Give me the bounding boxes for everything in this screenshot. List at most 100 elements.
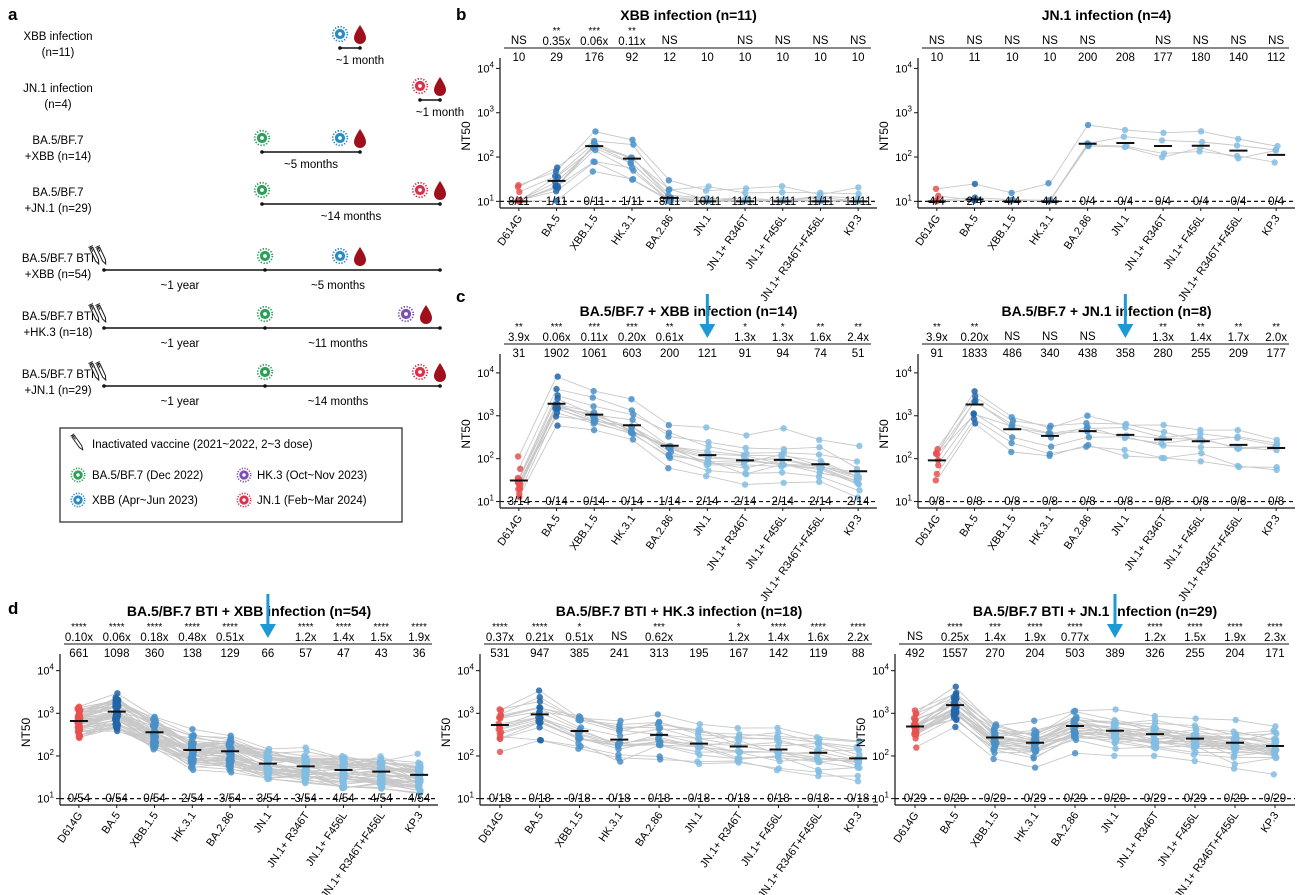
data-point xyxy=(1231,760,1239,768)
fold-change-label: 1.6x xyxy=(807,632,829,644)
data-point xyxy=(741,481,749,488)
interval-label: ~5 months xyxy=(284,159,338,171)
data-point xyxy=(816,436,823,444)
below-lod-label: 11/11 xyxy=(807,196,834,208)
below-lod-label: 3/54 xyxy=(257,793,280,805)
data-point xyxy=(1151,717,1159,724)
fold-change-label: 0.11x xyxy=(581,332,609,344)
fold-change-label: 0.51x xyxy=(565,632,593,644)
data-point xyxy=(590,158,597,165)
chart-title: JN.1 infection (n=4) xyxy=(1042,7,1172,23)
data-point xyxy=(536,693,543,701)
data-point xyxy=(590,387,597,395)
significance-label: **** xyxy=(222,622,238,633)
below-lod-label: 0/4 xyxy=(1117,196,1134,208)
geomean-label: 94 xyxy=(776,348,789,360)
data-point xyxy=(379,779,386,786)
y-tick-base: 10 xyxy=(457,794,469,806)
data-point xyxy=(227,765,234,772)
below-lod-label: 0/4 xyxy=(1230,196,1247,208)
cohort-row: BA.5/BF.7 +JN.1 (n=29) ~14 months xyxy=(24,181,446,223)
significance-label: NS xyxy=(850,35,866,47)
data-point xyxy=(1235,135,1242,143)
data-point xyxy=(516,188,523,196)
cohort-n: (n=4) xyxy=(44,99,71,111)
cohort-n: (n=11) xyxy=(42,47,75,59)
data-point xyxy=(592,128,599,135)
y-tick-base: 10 xyxy=(477,454,489,466)
subject-line xyxy=(518,376,859,457)
y-tick-base: 10 xyxy=(477,108,489,120)
jn1-arrow-head xyxy=(1117,324,1134,338)
subject-line xyxy=(499,718,859,763)
data-point xyxy=(935,462,942,469)
chart-d2: BA.5/BF.7 BTI + HK.3 infection (n=18)101… xyxy=(439,603,878,895)
below-lod-label: 0/54 xyxy=(143,793,166,805)
fold-change-label: 1.3x xyxy=(772,332,794,344)
cohort-name: BA.5/BF.7 BTI xyxy=(22,311,94,323)
subject-line xyxy=(914,716,1276,754)
y-tick-exponent: 2 xyxy=(490,149,495,158)
data-point xyxy=(415,775,422,782)
data-point xyxy=(616,732,624,740)
below-lod-label: 2/14 xyxy=(734,496,757,508)
chart-c1: BA.5/BF.7 + XBB infection (n=14)10110210… xyxy=(459,294,877,604)
geomean-label: 36 xyxy=(413,648,426,660)
significance-label: **** xyxy=(1147,622,1163,633)
data-point xyxy=(1158,440,1165,447)
geomean-label: 43 xyxy=(375,648,388,660)
x-tick-label: JN.1+ F456L xyxy=(739,810,785,869)
data-point xyxy=(855,746,862,754)
fold-change-label: 3.9x xyxy=(508,332,530,344)
data-point xyxy=(575,740,582,747)
y-tick-base: 10 xyxy=(37,666,49,678)
data-point xyxy=(378,785,385,792)
subject-line xyxy=(914,694,1276,750)
subject-line xyxy=(936,390,1277,454)
data-point xyxy=(228,750,235,758)
y-tick-label: 101 xyxy=(872,791,889,806)
data-point xyxy=(854,778,862,785)
data-point xyxy=(666,186,673,193)
x-tick-label: JN.1+ R346T+F456L xyxy=(319,810,388,895)
data-point xyxy=(816,465,823,472)
timeline-start-dot xyxy=(260,202,264,206)
data-point xyxy=(703,424,710,431)
data-point xyxy=(734,757,741,765)
y-tick-label: 103 xyxy=(37,705,54,720)
below-lod-label: 2/14 xyxy=(809,496,832,508)
data-point xyxy=(416,787,423,794)
data-point xyxy=(589,394,596,401)
below-lod-label: 0/29 xyxy=(1104,793,1126,805)
x-tick-label: BA.2.86 xyxy=(644,513,676,552)
blood-draw-icon xyxy=(420,305,432,324)
significance-label: *** xyxy=(551,322,563,333)
y-tick-exponent: 2 xyxy=(885,748,890,757)
data-point xyxy=(264,750,272,757)
geomean-label: 486 xyxy=(1003,348,1022,360)
panel-letter-d: d xyxy=(8,599,18,618)
x-tick-label: KP.3 xyxy=(1259,810,1282,835)
data-point xyxy=(377,765,384,773)
legend-jn1-label: JN.1 (Feb~Mar 2024) xyxy=(257,495,367,507)
significance-label: NS xyxy=(611,631,627,643)
below-lod-label: 0/29 xyxy=(1144,793,1166,805)
y-tick-base: 10 xyxy=(477,368,489,380)
significance-label: * xyxy=(578,622,582,633)
below-lod-label: 2/14 xyxy=(696,496,719,508)
below-lod-label: 0/8 xyxy=(967,496,983,508)
significance-label: NS xyxy=(1042,35,1058,47)
geomean-label: 10 xyxy=(776,52,789,64)
data-point xyxy=(1084,412,1091,419)
x-tick-label: JN.1+ F456L xyxy=(1155,810,1201,869)
fold-change-label: 0.35x xyxy=(542,36,570,48)
data-point xyxy=(932,185,940,192)
data-point xyxy=(734,724,741,732)
y-tick-label: 104 xyxy=(872,663,889,678)
panel-letter-a: a xyxy=(8,5,18,24)
data-point xyxy=(1047,443,1055,450)
data-point xyxy=(816,444,823,451)
geomean-label: 358 xyxy=(1116,348,1135,360)
data-point xyxy=(1151,724,1159,732)
data-point xyxy=(590,426,598,434)
